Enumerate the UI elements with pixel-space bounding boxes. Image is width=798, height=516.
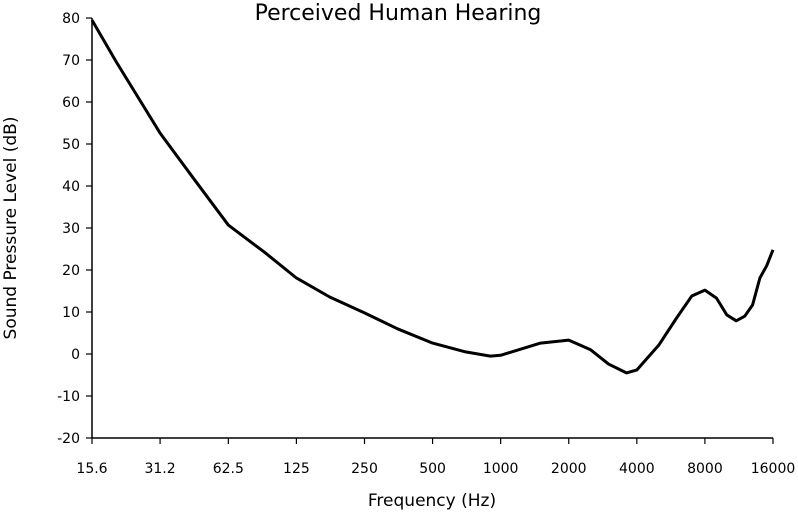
x-tick-label: 2000 xyxy=(551,461,587,477)
y-tick-label: 30 xyxy=(62,221,80,237)
y-tick-label: -10 xyxy=(57,389,80,405)
y-tick-label: 10 xyxy=(62,305,80,321)
x-axis-label: Frequency (Hz) xyxy=(368,491,496,511)
x-tick-label: 125 xyxy=(283,461,310,477)
x-tick-label: 1000 xyxy=(483,461,519,477)
y-tick-label: 0 xyxy=(71,347,80,363)
chart-title: Perceived Human Hearing xyxy=(255,1,542,26)
x-tick-label: 250 xyxy=(351,461,378,477)
y-tick-label: 60 xyxy=(62,95,80,111)
y-tick-label: 40 xyxy=(62,179,80,195)
x-tick-label: 62.5 xyxy=(213,461,244,477)
x-tick-label: 8000 xyxy=(687,461,723,477)
x-tick-label: 31.2 xyxy=(144,461,175,477)
y-tick-label: -20 xyxy=(57,431,80,447)
y-tick-label: 80 xyxy=(62,11,80,27)
data-line xyxy=(90,19,775,375)
x-tick-label: 500 xyxy=(419,461,446,477)
x-tick-label: 16000 xyxy=(751,461,796,477)
x-tick-label: 4000 xyxy=(619,461,655,477)
y-tick-label: 50 xyxy=(62,137,80,153)
y-axis-label: Sound Pressure Level (dB) xyxy=(1,117,21,340)
y-tick-label: 20 xyxy=(62,263,80,279)
y-tick-label: 70 xyxy=(62,53,80,69)
x-tick-label: 15.6 xyxy=(76,461,107,477)
